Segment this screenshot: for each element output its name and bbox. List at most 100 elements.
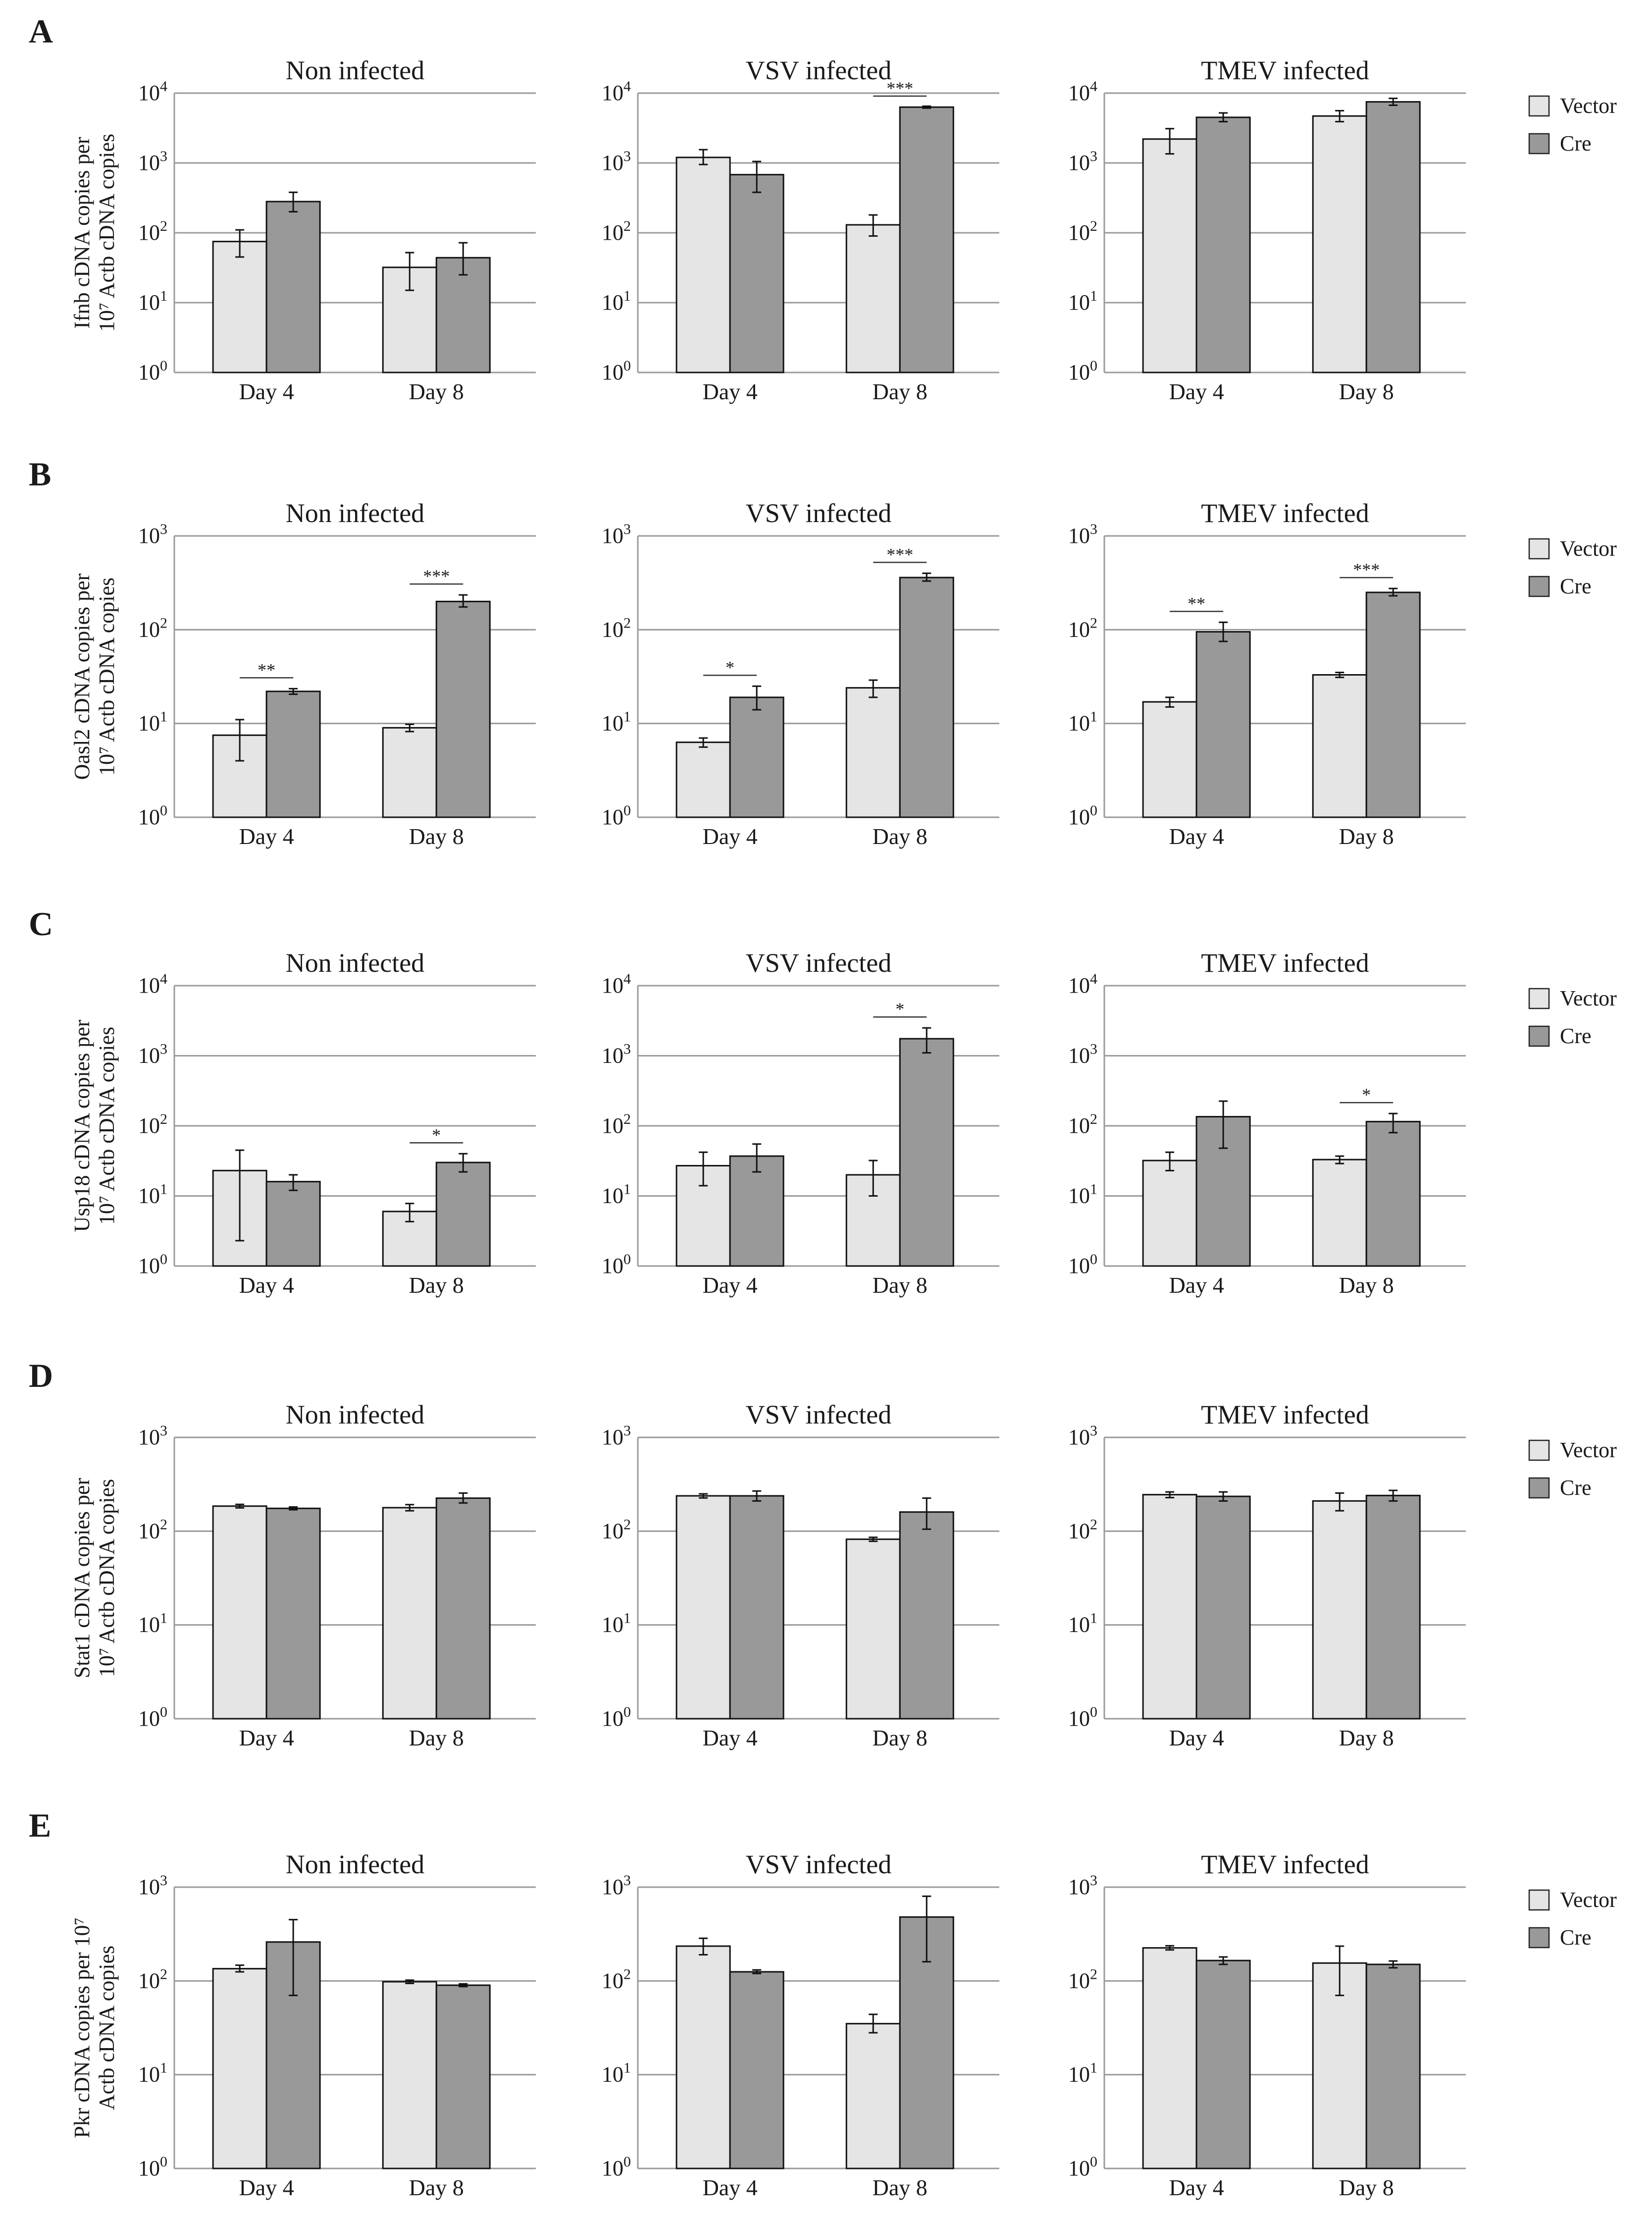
- y-tick-label: 101: [1068, 1181, 1097, 1208]
- bar-cre-day-8: [435, 257, 491, 373]
- bar-cre-day-4: [729, 1971, 784, 2169]
- bar-vector-day-8: [1312, 115, 1367, 373]
- significance-label: *: [1362, 1085, 1371, 1105]
- y-tick-label: 103: [1068, 1423, 1097, 1449]
- bar-cre-day-8: [899, 1511, 954, 1720]
- y-tick-label: 101: [138, 2060, 167, 2087]
- x-tick-label: Day 4: [1169, 1725, 1224, 1750]
- bar-cre-day-8: [435, 1984, 491, 2169]
- x-tick-label: Day 4: [703, 2175, 758, 2200]
- y-axis-label: Actb cDNA copies: [95, 1946, 119, 2110]
- legend-label-cre: Cre: [1560, 1925, 1592, 1950]
- bar-vector-day-8: [845, 224, 901, 373]
- y-tick-label: 102: [1068, 1966, 1097, 1993]
- y-tick-label: 103: [602, 1872, 631, 1899]
- y-tick-label: 101: [602, 1610, 631, 1637]
- y-axis-label: Usp18 cDNA copies per: [70, 1019, 94, 1232]
- legend-swatch-vector: [1528, 988, 1550, 1009]
- bar-cre-day-4: [1195, 116, 1251, 373]
- y-axis-label: 10⁷ Actb cDNA copies: [95, 578, 119, 776]
- bar-cre-day-8: [1365, 1120, 1421, 1267]
- x-tick-label: Day 8: [409, 1272, 464, 1298]
- bar-cre-day-8: [899, 577, 954, 818]
- bar-vector-day-4: [1142, 1160, 1197, 1267]
- y-tick-label: 103: [602, 1041, 631, 1068]
- y-axis-label: 10⁷ Actb cDNA copies: [95, 134, 119, 332]
- bar-vector-day-4: [212, 1968, 267, 2169]
- panel-letter: E: [29, 1806, 51, 1844]
- bar-cre-day-4: [1195, 1495, 1251, 1720]
- legend-swatch-cre: [1528, 576, 1550, 597]
- y-tick-label: 103: [138, 148, 167, 175]
- y-tick-label: 100: [1068, 1704, 1097, 1731]
- chart-title: Non infected: [286, 1849, 424, 1879]
- bar-vector-day-4: [675, 157, 731, 373]
- panel-a: A Ifnb cDNA copies per 10⁷ Actb cDNA copie…: [29, 12, 1617, 332]
- panel-letter: C: [29, 905, 53, 943]
- x-tick-label: Day 8: [873, 379, 928, 404]
- chart-c-3: TMEV infected 100 101 102 103 104 Day 4 Day 8 *: [1068, 948, 1466, 1298]
- legend-swatch-vector: [1528, 1439, 1550, 1461]
- x-tick-label: Day 8: [873, 1272, 928, 1298]
- x-tick-label: Day 4: [239, 379, 294, 404]
- y-tick-label: 100: [138, 1251, 167, 1278]
- chart-title: VSV infected: [746, 1400, 891, 1429]
- bar-cre-day-8: [1365, 101, 1421, 373]
- bar-vector-day-8: [845, 1538, 901, 1720]
- legend-swatch-cre: [1528, 1477, 1550, 1499]
- x-tick-label: Day 4: [1169, 379, 1224, 404]
- y-tick-label: 100: [1068, 1251, 1097, 1278]
- chart-a-1: Non infected 100 101 102 103 104 Day 4 Day 8: [138, 55, 536, 404]
- y-tick-label: 103: [1068, 1872, 1097, 1899]
- chart-title: TMEV infected: [1201, 55, 1369, 85]
- y-tick-label: 102: [602, 218, 631, 245]
- x-tick-label: Day 8: [1339, 2175, 1394, 2200]
- panel-letter: B: [29, 455, 51, 493]
- y-axis-label: Oasl2 cDNA copies per: [70, 573, 94, 780]
- y-tick-label: 101: [1068, 1610, 1097, 1637]
- y-tick-label: 100: [602, 1251, 631, 1278]
- y-tick-label: 102: [138, 1516, 167, 1543]
- legend-label-vector: Vector: [1560, 986, 1617, 1010]
- legend-label-vector: Vector: [1560, 1438, 1617, 1462]
- y-tick-label: 104: [138, 78, 167, 105]
- bar-vector-day-4: [675, 1945, 731, 2169]
- x-tick-label: Day 4: [239, 1272, 294, 1298]
- bar-cre-day-4: [729, 1155, 784, 1267]
- y-tick-label: 100: [1068, 358, 1097, 384]
- y-tick-label: 104: [602, 78, 631, 105]
- y-tick-label: 103: [1068, 148, 1097, 175]
- y-tick-label: 103: [138, 521, 167, 548]
- y-tick-label: 101: [138, 288, 167, 315]
- x-tick-label: Day 8: [409, 824, 464, 849]
- y-tick-label: 103: [138, 1423, 167, 1449]
- bar-cre-day-8: [435, 1497, 491, 1720]
- x-tick-label: Day 4: [1169, 1272, 1224, 1298]
- bar-vector-day-4: [1142, 1494, 1197, 1720]
- legend-label-vector: Vector: [1560, 536, 1617, 561]
- legend-swatch-vector: [1528, 538, 1550, 560]
- panel-b: B Oasl2 cDNA copies per 10⁷ Actb cDNA copi…: [29, 455, 1617, 780]
- chart-title: TMEV infected: [1201, 1849, 1369, 1879]
- bar-vector-day-4: [212, 1505, 267, 1720]
- y-tick-label: 101: [138, 1610, 167, 1637]
- bar-vector-day-8: [845, 687, 901, 818]
- y-axis-label: Ifnb cDNA copies per: [70, 137, 94, 329]
- legend-label-cre: Cre: [1560, 1476, 1592, 1500]
- y-tick-label: 102: [1068, 218, 1097, 245]
- y-tick-label: 102: [138, 615, 167, 641]
- significance-label: ***: [423, 566, 450, 586]
- significance-label: ***: [886, 78, 913, 98]
- chart-a-2: VSV infected 100 101 102 103 104 Day 4 Day 8 ***: [602, 55, 999, 404]
- y-tick-label: 100: [602, 2154, 631, 2180]
- y-tick-label: 102: [602, 1966, 631, 1993]
- y-tick-label: 101: [602, 1181, 631, 1208]
- x-tick-label: Day 8: [409, 1725, 464, 1750]
- y-tick-label: 100: [1068, 2154, 1097, 2180]
- y-tick-label: 103: [138, 1872, 167, 1899]
- bar-cre-day-8: [1365, 591, 1421, 818]
- bar-vector-day-4: [675, 1495, 731, 1720]
- y-tick-label: 104: [1068, 78, 1097, 105]
